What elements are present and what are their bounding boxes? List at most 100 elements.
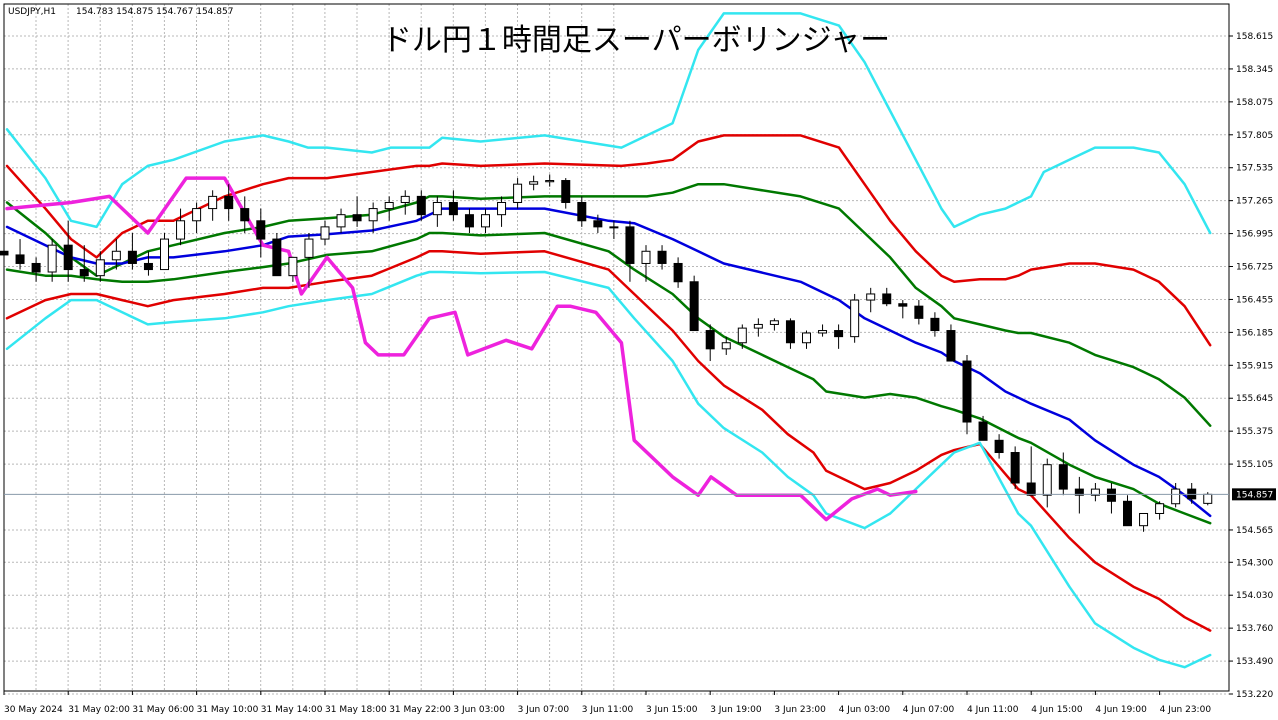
y-tick-label: 156.185 [1236,328,1273,338]
candle-body-down [224,195,234,210]
x-tick-label: 3 Jun 11:00 [582,705,634,715]
candle [63,220,73,282]
candle [192,202,202,233]
candle [1010,446,1020,490]
plot-frame [3,3,1230,692]
y-tick-label: 156.725 [1236,263,1273,273]
x-tick-label: 3 Jun 03:00 [453,705,505,715]
candle-body-up [288,256,298,277]
candle [673,257,683,288]
candle-body-down [127,250,137,264]
candle [1026,446,1036,496]
candle [962,354,972,435]
candle [240,196,250,233]
y-tick-label: 154.300 [1236,558,1273,568]
candle-body-up [721,342,731,350]
band-upper-2sigma [5,134,1212,347]
candle-body-down [448,201,458,216]
candle [834,324,844,349]
candle-body-up [769,320,779,325]
candle-body-up [1203,493,1213,504]
chart-grid [4,4,1229,695]
candle [416,190,426,221]
candlesticks [0,174,1213,532]
candle-body-up [400,195,410,203]
x-tick-label: 4 Jun 23:00 [1160,705,1212,715]
candle-body-up [1171,488,1181,505]
candle [95,251,105,282]
x-tick-label: 31 May 14:00 [261,705,323,715]
candle [143,251,153,276]
band-upper-3sigma [5,12,1212,235]
candle [1187,483,1197,504]
candle-body-down [930,317,940,332]
candle-body-down [705,330,715,350]
candle-body-down [256,220,266,240]
y-tick-label: 157.265 [1236,197,1273,207]
band-chikou-span [5,176,918,522]
x-tick-label: 31 May 06:00 [132,705,194,715]
candle-body-up [529,181,539,185]
band-lower-3sigma [5,270,1212,669]
candle [721,336,731,355]
candle-body-up [513,183,523,203]
candle [545,174,555,187]
candle [384,196,394,221]
y-tick-label: 155.915 [1236,361,1273,371]
candle [898,300,908,319]
y-tick-label: 153.220 [1236,690,1273,700]
candle [802,330,811,349]
bollinger-bands [5,12,1212,669]
candle-body-up [432,201,442,216]
candle-body-up [368,208,378,222]
candle-body-down [352,214,362,222]
candle-body-up [609,226,619,229]
current-price-badge [1232,488,1276,501]
candle [497,196,507,227]
candle [753,318,763,337]
candle [304,232,314,288]
y-tick-label: 154.030 [1236,591,1273,601]
candle-body-up [160,238,169,271]
candle-body-up [1155,503,1165,514]
candle-body-up [336,214,346,228]
x-tick-label: 3 Jun 07:00 [518,705,570,715]
candle-body-down [31,262,41,273]
candle [769,318,779,331]
candle [1090,483,1100,502]
candle [448,190,458,221]
y-tick-label: 153.760 [1236,624,1273,634]
candle-body-up [802,332,811,344]
candle [930,312,940,337]
candle [288,256,298,282]
candle-body-down [15,254,25,264]
x-tick-label: 4 Jun 11:00 [967,705,1019,715]
candle-body-up [545,180,555,183]
candle [593,214,603,233]
candle-body-up [384,201,394,210]
candle [737,324,747,349]
candle-body-down [1010,452,1020,484]
x-tick-label: 3 Jun 19:00 [710,705,762,715]
candle [79,245,89,282]
y-tick-label: 156.995 [1236,230,1273,240]
time-axis: 30 May 2024 31 May 02:00 31 May 06:00 31 Ma… [3,691,1212,715]
candle [1155,501,1165,520]
candle [946,324,956,362]
candle-body-up [1042,464,1052,496]
candle-body-down [561,180,571,203]
candle [1106,483,1116,514]
y-tick-label: 157.805 [1236,131,1273,141]
candle-body-up [737,327,747,344]
candle-body-down [673,262,683,283]
candle-body-up [1090,488,1100,496]
candle-body-down [785,320,795,344]
candle [336,208,346,233]
candle-body-down [834,330,844,338]
candle-body-down [1074,488,1084,496]
candle-body-up [850,299,860,338]
candle-body-down [1106,488,1116,502]
candle [15,239,25,270]
x-tick-label: 4 Jun 19:00 [1095,705,1147,715]
candle [1171,483,1181,508]
